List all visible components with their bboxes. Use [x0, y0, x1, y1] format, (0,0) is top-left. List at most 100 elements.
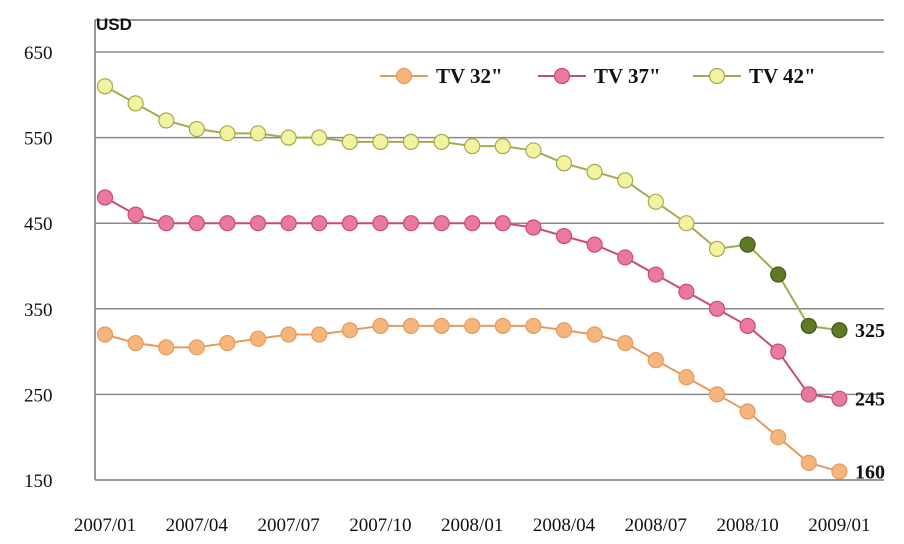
data-point [219, 125, 236, 142]
legend-marker [395, 67, 413, 85]
data-point [586, 236, 603, 253]
y-tick-label: 350 [24, 300, 53, 321]
data-point [249, 125, 267, 142]
data-point [127, 334, 144, 352]
data-point [188, 120, 205, 138]
data-point [96, 326, 114, 343]
data-point [311, 129, 328, 146]
data-point [433, 317, 450, 335]
data-point [525, 317, 542, 335]
data-point [555, 227, 573, 245]
data-point [831, 390, 848, 407]
data-point [402, 317, 420, 335]
legend-marker [708, 67, 726, 85]
legend-label: TV 32" [436, 64, 503, 88]
data-point [525, 142, 542, 159]
data-point [402, 133, 420, 150]
data-point [647, 193, 664, 210]
data-point [617, 172, 634, 189]
series-line [104, 324, 840, 473]
data-point [219, 215, 236, 232]
data-point [341, 133, 358, 150]
data-point [188, 339, 205, 356]
data-point [739, 236, 756, 253]
y-tick-label: 150 [24, 471, 53, 492]
data-point [617, 249, 634, 266]
data-point [647, 266, 664, 283]
x-tick-label: 2008/04 [533, 515, 596, 536]
data-point [372, 133, 389, 150]
x-tick-label: 2008/01 [441, 515, 503, 536]
data-point [249, 330, 267, 347]
series-2 [96, 189, 848, 407]
data-point [586, 163, 603, 180]
data-point [617, 334, 634, 352]
series-line [104, 85, 840, 332]
y-tick-label: 550 [24, 129, 53, 150]
data-point [249, 215, 267, 232]
data-point [708, 240, 726, 257]
x-tick-label: 2007/04 [166, 515, 229, 536]
data-point [433, 215, 450, 232]
data-point [280, 129, 297, 146]
data-point [800, 317, 817, 335]
data-point [800, 386, 817, 403]
legend-marker [553, 67, 571, 85]
data-point [280, 215, 297, 232]
data-point [464, 215, 481, 232]
data-point [647, 352, 664, 369]
data-point [158, 112, 175, 129]
series-3 [96, 78, 848, 339]
end-labels: 160 245 325 [855, 320, 885, 483]
y-tick-label: 450 [24, 214, 53, 235]
data-point [708, 300, 726, 317]
data-point [96, 78, 114, 95]
y-tick-label: 250 [24, 385, 53, 406]
data-point [770, 343, 787, 360]
data-point [831, 463, 848, 480]
data-point [494, 215, 511, 232]
y-axis-ticks: 650 550 450 350 250 150 [24, 43, 53, 492]
series-group [96, 78, 848, 480]
data-point [770, 429, 787, 446]
data-point [372, 215, 389, 232]
data-point [341, 215, 358, 232]
data-point [555, 322, 573, 339]
data-point [739, 403, 756, 420]
data-point [96, 189, 114, 206]
data-point [831, 322, 848, 339]
y-tick-label: 650 [24, 43, 53, 64]
x-tick-label: 2007/01 [74, 515, 136, 536]
data-point [586, 326, 603, 343]
data-point [402, 215, 420, 232]
data-point [464, 317, 481, 335]
y-unit-label: USD [96, 15, 132, 34]
x-axis-ticks: 2007/01 2007/04 2007/07 2007/10 2008/01 2008/… [74, 515, 871, 536]
x-tick-label: 2007/10 [349, 515, 411, 536]
series-1 [96, 317, 848, 480]
data-point [219, 334, 236, 352]
data-point [158, 215, 175, 232]
data-point [494, 317, 511, 335]
x-tick-label: 2008/07 [625, 515, 687, 536]
data-point [525, 219, 542, 236]
data-point [127, 95, 144, 112]
data-point [280, 326, 297, 343]
data-point [678, 369, 695, 386]
end-value-label: 160 [855, 461, 885, 483]
data-point [311, 326, 328, 343]
data-point [158, 339, 175, 356]
data-point [311, 215, 328, 232]
data-point [800, 454, 817, 471]
data-point [464, 138, 481, 155]
data-point [494, 138, 511, 155]
data-point [341, 322, 358, 339]
legend-label: TV 42" [749, 64, 816, 88]
grid-lines [94, 19, 884, 481]
x-tick-label: 2007/07 [257, 515, 319, 536]
data-point [739, 317, 756, 335]
end-value-label: 245 [855, 389, 885, 411]
legend-label: TV 37" [594, 64, 661, 88]
data-point [678, 215, 695, 232]
